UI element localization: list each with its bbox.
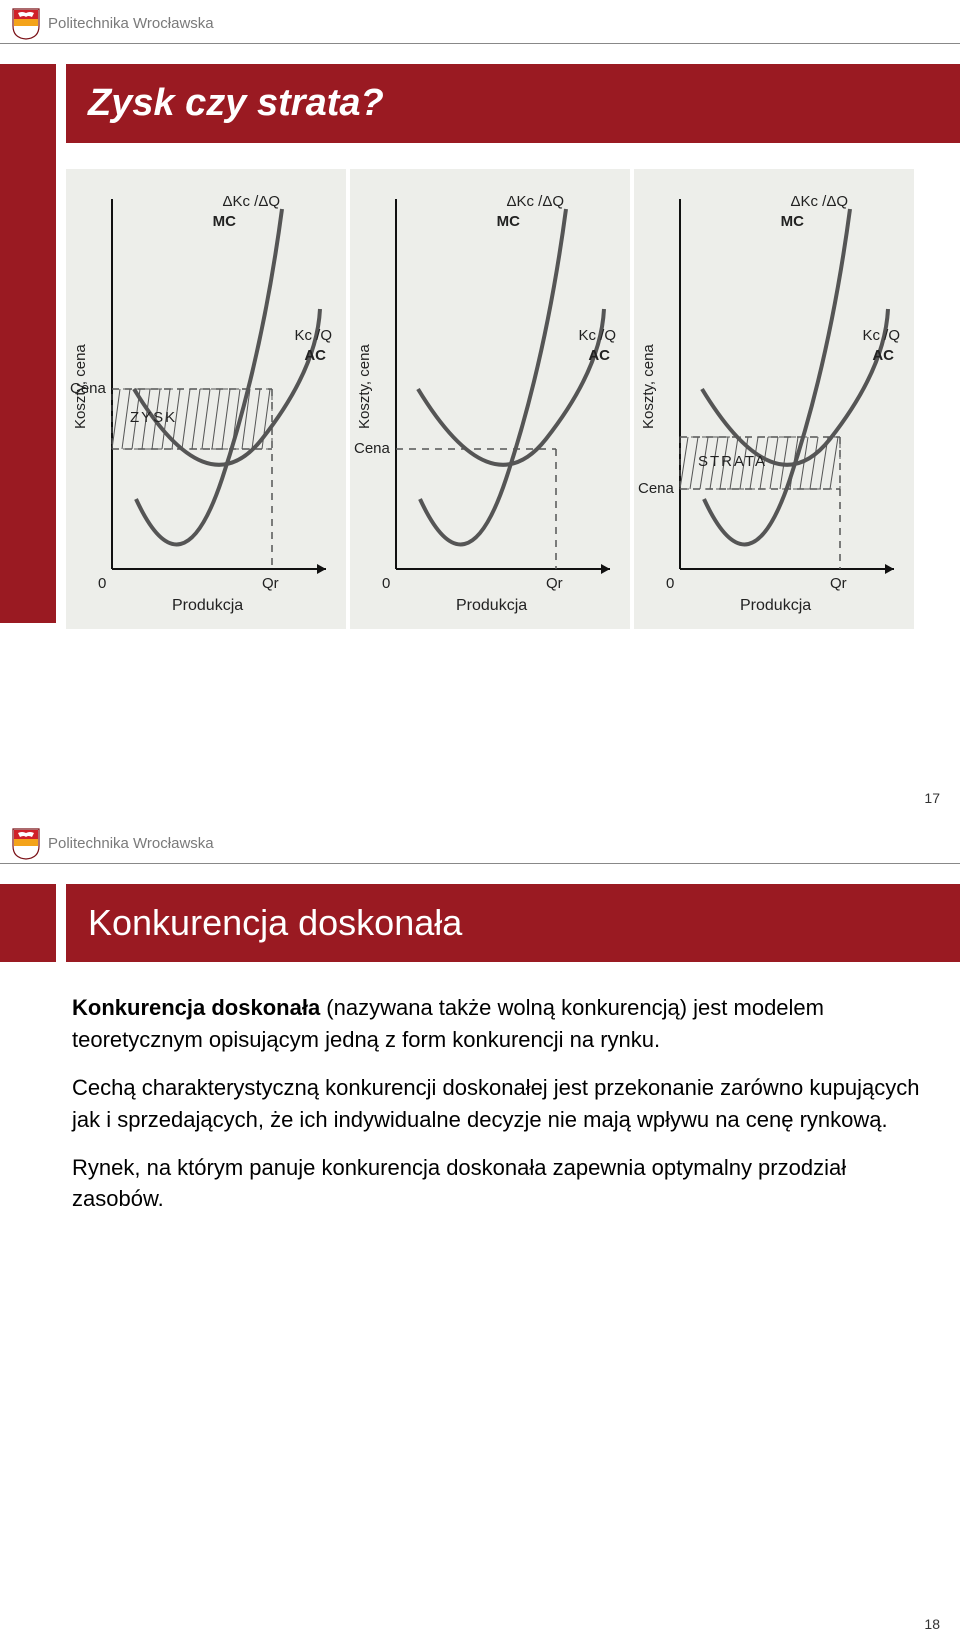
university-name: Politechnika Wrocławska xyxy=(48,15,214,32)
slide-header: Politechnika Wrocławska xyxy=(0,820,960,864)
chart-svg xyxy=(66,169,346,629)
slide-title: Zysk czy strata? xyxy=(66,64,960,143)
slide-1: Politechnika Wrocławska Zysk czy strata?… xyxy=(0,0,960,820)
x-axis-label: Produkcja xyxy=(740,597,811,615)
charts-container: Koszty, cena ΔKc /ΔQ MC Kc /Q AC Cena ZY… xyxy=(56,143,932,639)
slide-header: Politechnika Wrocławska xyxy=(0,0,960,44)
ac-label: AC xyxy=(304,347,326,364)
ac-label: AC xyxy=(872,347,894,364)
ac-label: AC xyxy=(588,347,610,364)
paragraph-3-text: Rynek, na którym panuje konkurencja dosk… xyxy=(72,1155,846,1212)
origin-label: 0 xyxy=(98,575,106,592)
chart-svg xyxy=(350,169,630,629)
mc-label: MC xyxy=(781,213,804,230)
kq-label: Kc /Q xyxy=(294,327,332,344)
page-number: 17 xyxy=(924,790,940,806)
title-row: Zysk czy strata? xyxy=(0,64,960,143)
paragraph-2: Cechą charakterystyczną konkurencji dosk… xyxy=(72,1072,920,1136)
left-accent-bar xyxy=(0,143,56,623)
paragraph-2-text: Cechą charakterystyczną konkurencji dosk… xyxy=(72,1075,919,1132)
chart-panel-1: Koszty, cena ΔKc /ΔQ MC Kc /Q AC Cena ZY… xyxy=(66,169,346,629)
page-number: 18 xyxy=(924,1616,940,1632)
title-row: Konkurencja doskonała xyxy=(0,884,960,962)
qr-label: Qr xyxy=(262,575,279,592)
title-accent-block xyxy=(0,64,56,143)
paragraph-1: Konkurencja doskonała (nazywana także wo… xyxy=(72,992,920,1056)
title-accent-block xyxy=(0,884,56,962)
qr-label: Qr xyxy=(830,575,847,592)
university-shield-icon xyxy=(12,8,40,40)
x-axis-label: Produkcja xyxy=(456,597,527,615)
university-name: Politechnika Wrocławska xyxy=(48,835,214,852)
chart-svg xyxy=(634,169,914,629)
kq-label: Kc /Q xyxy=(862,327,900,344)
mc-label: MC xyxy=(497,213,520,230)
dkq-label: ΔKc /ΔQ xyxy=(222,193,280,210)
origin-label: 0 xyxy=(666,575,674,592)
mc-label: MC xyxy=(213,213,236,230)
x-axis-label: Produkcja xyxy=(172,597,243,615)
price-label: Cena xyxy=(638,480,674,497)
chart-panel-2: Koszty, cena ΔKc /ΔQ MC Kc /Q AC Cena 0 … xyxy=(350,169,630,629)
paragraph-3: Rynek, na którym panuje konkurencja dosk… xyxy=(72,1152,920,1216)
price-label: Cena xyxy=(70,380,106,397)
paragraph-1-lead: Konkurencja doskonała xyxy=(72,995,320,1020)
kq-label: Kc /Q xyxy=(578,327,616,344)
price-label: Cena xyxy=(354,440,390,457)
content-left-gap xyxy=(0,962,56,1251)
slide-2: Politechnika Wrocławska Konkurencja dosk… xyxy=(0,820,960,1646)
university-shield-icon xyxy=(12,828,40,860)
qr-label: Qr xyxy=(546,575,563,592)
slide-body: Konkurencja doskonała (nazywana także wo… xyxy=(56,962,960,1251)
slide-title: Konkurencja doskonała xyxy=(66,884,960,962)
dkq-label: ΔKc /ΔQ xyxy=(790,193,848,210)
origin-label: 0 xyxy=(382,575,390,592)
dkq-label: ΔKc /ΔQ xyxy=(506,193,564,210)
chart-panel-3: Koszty, cena ΔKc /ΔQ MC Kc /Q AC Cena ST… xyxy=(634,169,914,629)
